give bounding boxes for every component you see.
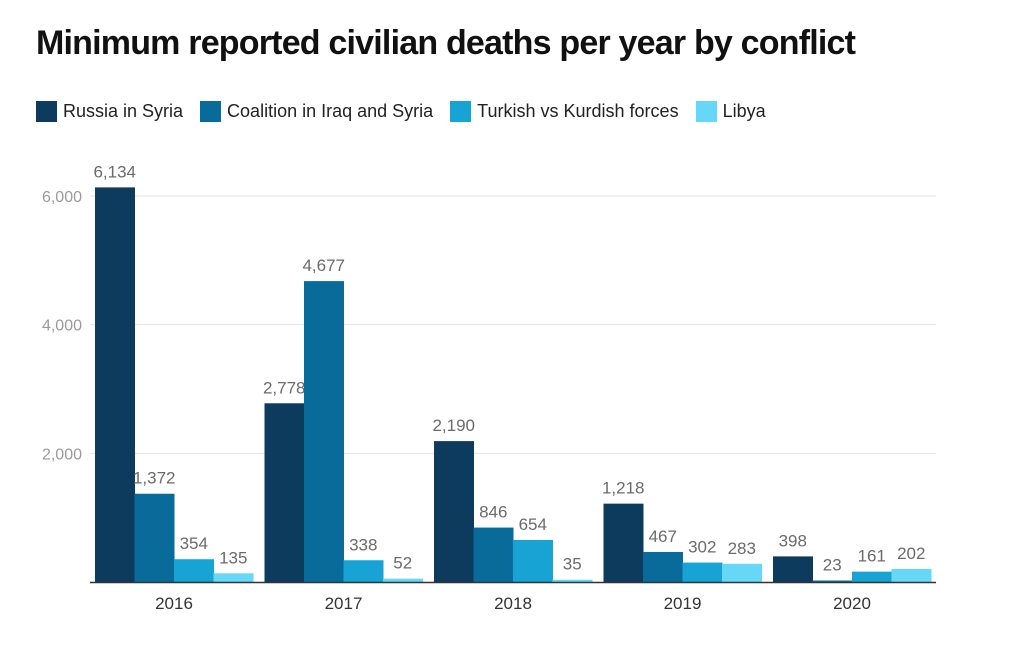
x-tick-label-2017: 2017	[325, 594, 363, 613]
data-label-libya-2018: 35	[563, 555, 582, 574]
x-tick-label-2016: 2016	[155, 594, 193, 613]
legend-item-turkish-vs-kurdish-forces: Turkish vs Kurdish forces	[450, 101, 679, 122]
data-label-russia-in-syria-2017: 2,778	[263, 378, 306, 397]
legend-item-coalition-in-iraq-and-syria: Coalition in Iraq and Syria	[200, 101, 433, 122]
y-tick-label-4000: 4,000	[42, 318, 82, 335]
x-tick-label-2019: 2019	[664, 594, 702, 613]
y-tick-label-2000: 2,000	[42, 446, 82, 463]
data-label-russia-in-syria-2020: 398	[779, 531, 807, 550]
legend-swatch-turkish-vs-kurdish-forces	[450, 101, 472, 122]
data-label-turkish-vs-kurdish-forces-2017: 338	[349, 535, 377, 554]
bar-coalition-in-iraq-and-syria-2018	[473, 527, 514, 582]
bar-coalition-in-iraq-and-syria-2017	[304, 281, 344, 582]
legend-label-coalition-in-iraq-and-syria: Coalition in Iraq and Syria	[227, 101, 434, 121]
legend-swatch-libya	[695, 101, 717, 122]
data-label-libya-2017: 52	[393, 554, 412, 573]
legend-label-russia-in-syria: Russia in Syria	[63, 101, 184, 121]
bar-turkish-vs-kurdish-forces-2020	[852, 571, 892, 582]
bar-coalition-in-iraq-and-syria-2016	[134, 493, 175, 582]
bar-russia-in-syria-2020	[773, 556, 813, 582]
bar-russia-in-syria-2018	[434, 441, 474, 582]
data-label-turkish-vs-kurdish-forces-2018: 654	[519, 515, 547, 534]
data-label-coalition-in-iraq-and-syria-2016: 1,372	[133, 469, 176, 488]
x-tick-label-2020: 2020	[833, 594, 871, 613]
data-label-coalition-in-iraq-and-syria-2020: 23	[823, 556, 842, 575]
data-label-coalition-in-iraq-and-syria-2017: 4,677	[302, 256, 345, 275]
bar-libya-2019	[722, 563, 762, 582]
data-label-coalition-in-iraq-and-syria-2018: 846	[479, 503, 507, 522]
bar-coalition-in-iraq-and-syria-2019	[643, 551, 683, 582]
data-label-libya-2016: 135	[219, 548, 247, 567]
chart-title: Minimum reported civilian deaths per yea…	[36, 24, 856, 62]
data-label-russia-in-syria-2019: 1,218	[602, 479, 645, 498]
bar-russia-in-syria-2019	[603, 503, 644, 582]
legend-label-turkish-vs-kurdish-forces: Turkish vs Kurdish forces	[477, 101, 679, 121]
data-label-turkish-vs-kurdish-forces-2019: 302	[688, 538, 716, 557]
bar-turkish-vs-kurdish-forces-2016	[174, 559, 214, 582]
bar-coalition-in-iraq-and-syria-2020	[812, 580, 853, 582]
legend: Russia in Syria Coalition in Iraq and Sy…	[36, 101, 783, 122]
x-tick-label-2018: 2018	[494, 594, 532, 613]
bar-libya-2016	[213, 573, 254, 582]
bar-turkish-vs-kurdish-forces-2019	[682, 562, 723, 582]
bar-turkish-vs-kurdish-forces-2017	[343, 560, 384, 582]
bar-russia-in-syria-2017	[264, 403, 305, 582]
legend-item-libya: Libya	[695, 101, 766, 122]
legend-swatch-russia-in-syria	[36, 101, 57, 122]
data-label-libya-2020: 202	[897, 544, 925, 563]
bar-russia-in-syria-2016	[95, 187, 135, 582]
data-label-turkish-vs-kurdish-forces-2016: 354	[180, 534, 208, 553]
bar-turkish-vs-kurdish-forces-2018	[513, 539, 553, 582]
y-tick-label-6000: 6,000	[42, 189, 82, 206]
data-label-russia-in-syria-2016: 6,134	[93, 162, 136, 181]
data-label-turkish-vs-kurdish-forces-2020: 161	[858, 547, 886, 566]
legend-swatch-coalition-in-iraq-and-syria	[200, 101, 222, 122]
data-label-coalition-in-iraq-and-syria-2019: 467	[649, 527, 677, 546]
data-label-russia-in-syria-2018: 2,190	[432, 416, 475, 435]
data-label-libya-2019: 283	[728, 539, 756, 558]
bar-libya-2018	[552, 579, 593, 582]
legend-item-russia-in-syria: Russia in Syria	[36, 101, 183, 122]
bar-libya-2017	[383, 578, 423, 582]
bar-libya-2020	[891, 569, 932, 582]
legend-label-libya: Libya	[722, 101, 766, 121]
